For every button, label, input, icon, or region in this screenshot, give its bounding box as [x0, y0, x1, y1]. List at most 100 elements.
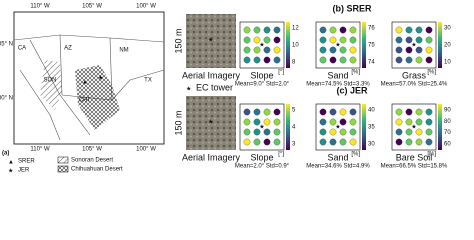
- map: ▲ ★: [13, 11, 165, 145]
- stats: Mean=2.0° Std=0.9°: [235, 164, 290, 170]
- sample-dot: [263, 128, 271, 136]
- colorbar-tick: 30: [368, 142, 375, 148]
- sample-dot: [319, 118, 327, 126]
- sample-dot: [425, 138, 433, 146]
- sample-dot: [395, 26, 403, 34]
- colorbar-tick: 8: [292, 60, 296, 66]
- ec-tower-symbol: ★: [186, 86, 191, 93]
- sample-dot: [273, 118, 281, 126]
- sample-dot: [319, 36, 327, 44]
- sample-dot: [415, 26, 423, 34]
- panel-label: (c) JER: [336, 85, 368, 95]
- colorbar: [286, 104, 290, 150]
- colorbar-tick: 80: [444, 119, 451, 125]
- page: ▲ ★ ▲ ★ ★ ★ ★ 110° W 110° W 105° W 105° W 10…: [0, 3, 452, 175]
- scale-label: 150 m: [173, 28, 183, 53]
- colorbar-tick: 30: [444, 26, 451, 32]
- region-label: AZ: [64, 46, 72, 52]
- panel-label: (b) SRER: [333, 3, 372, 13]
- colorbar-tick: 75: [368, 43, 375, 49]
- tower-marker: ★: [259, 42, 264, 49]
- stats: Mean=74.5% Std=3.3%: [306, 82, 370, 88]
- sample-dot: [273, 36, 281, 44]
- colorbar: [362, 104, 366, 150]
- borders: [13, 34, 165, 141]
- sample-dot: [243, 46, 251, 54]
- jer-symbol: ★: [8, 168, 13, 175]
- sample-dot: [273, 138, 281, 146]
- sample-dot: [319, 56, 327, 64]
- sample-dot: [415, 46, 423, 54]
- sample-dot: [243, 118, 251, 126]
- sample-dot: [339, 118, 347, 126]
- sample-dot: [405, 118, 413, 126]
- colorbar-tick: 74: [368, 60, 375, 66]
- sample-dot: [405, 128, 413, 136]
- sample-dot: [253, 128, 261, 136]
- aerial-image: [186, 96, 236, 150]
- colorbar-tick: 35: [368, 125, 375, 131]
- stats: Mean=9.0° Std=2.0°: [235, 82, 290, 88]
- sample-dot: [425, 108, 433, 116]
- map-title: Grass: [402, 70, 427, 80]
- sample-dot: [273, 46, 281, 54]
- lon-label: 110° W: [30, 4, 50, 10]
- region-label: TX: [144, 78, 152, 84]
- sample-dot: [329, 36, 337, 44]
- sample-dot: [395, 46, 403, 54]
- chihuahuan-area: [75, 65, 120, 130]
- sample-dot: [339, 128, 347, 136]
- sample-dot: [273, 26, 281, 34]
- sonoran-swatch: [57, 156, 69, 164]
- map-title: Sand: [327, 152, 348, 162]
- sample-dot: [243, 128, 251, 136]
- sample-dot: [263, 46, 271, 54]
- unit-label: [%]: [427, 70, 436, 76]
- unit-label: [°]: [278, 70, 284, 76]
- sample-dot: [339, 56, 347, 64]
- sample-dot: [329, 138, 337, 146]
- sample-dot: [405, 108, 413, 116]
- sample-dot: [425, 56, 433, 64]
- lat-label: 35° N: [0, 42, 13, 48]
- sample-dot: [415, 108, 423, 116]
- sample-dot: [243, 138, 251, 146]
- sample-dot: [263, 36, 271, 44]
- sample-dot: [349, 138, 357, 146]
- stats: Mean=57.0% Std=25.4%: [381, 82, 448, 88]
- sample-dot: [395, 36, 403, 44]
- sample-dot: [415, 36, 423, 44]
- tower-marker: ★: [411, 124, 416, 131]
- sample-dot: [395, 108, 403, 116]
- colorbar: [438, 104, 442, 150]
- colorbar-tick: 20: [444, 43, 451, 49]
- map-legend: ▲ ★: [8, 156, 69, 175]
- sample-dot: [253, 26, 261, 34]
- aerial-label: Aerial Imagery: [182, 152, 241, 162]
- sample-dot: [339, 138, 347, 146]
- sample-dot: [253, 56, 261, 64]
- sample-dot: [253, 138, 261, 146]
- sample-dot: [339, 36, 347, 44]
- scale-label: 150 m: [173, 110, 183, 135]
- sample-dot: [415, 118, 423, 126]
- sample-dot: [253, 46, 261, 54]
- ec-tower-marker: ★: [208, 37, 213, 44]
- sample-dot: [329, 56, 337, 64]
- colorbar-tick: 5: [292, 108, 296, 114]
- sample-dot: [405, 138, 413, 146]
- sample-dot: [349, 118, 357, 126]
- unit-label: [%]: [427, 152, 436, 158]
- tower-marker: ★: [411, 42, 416, 49]
- sample-dot: [349, 108, 357, 116]
- region-label: CA: [18, 46, 26, 52]
- sample-dot: [425, 118, 433, 126]
- sample-dot: [349, 46, 357, 54]
- sample-dot: [329, 46, 337, 54]
- colorbar: [438, 22, 442, 68]
- map-title: Slope: [250, 152, 273, 162]
- sample-dot: [405, 36, 413, 44]
- tower-marker: ★: [259, 124, 264, 131]
- tower-marker: ★: [335, 42, 340, 49]
- sample-dot: [263, 108, 271, 116]
